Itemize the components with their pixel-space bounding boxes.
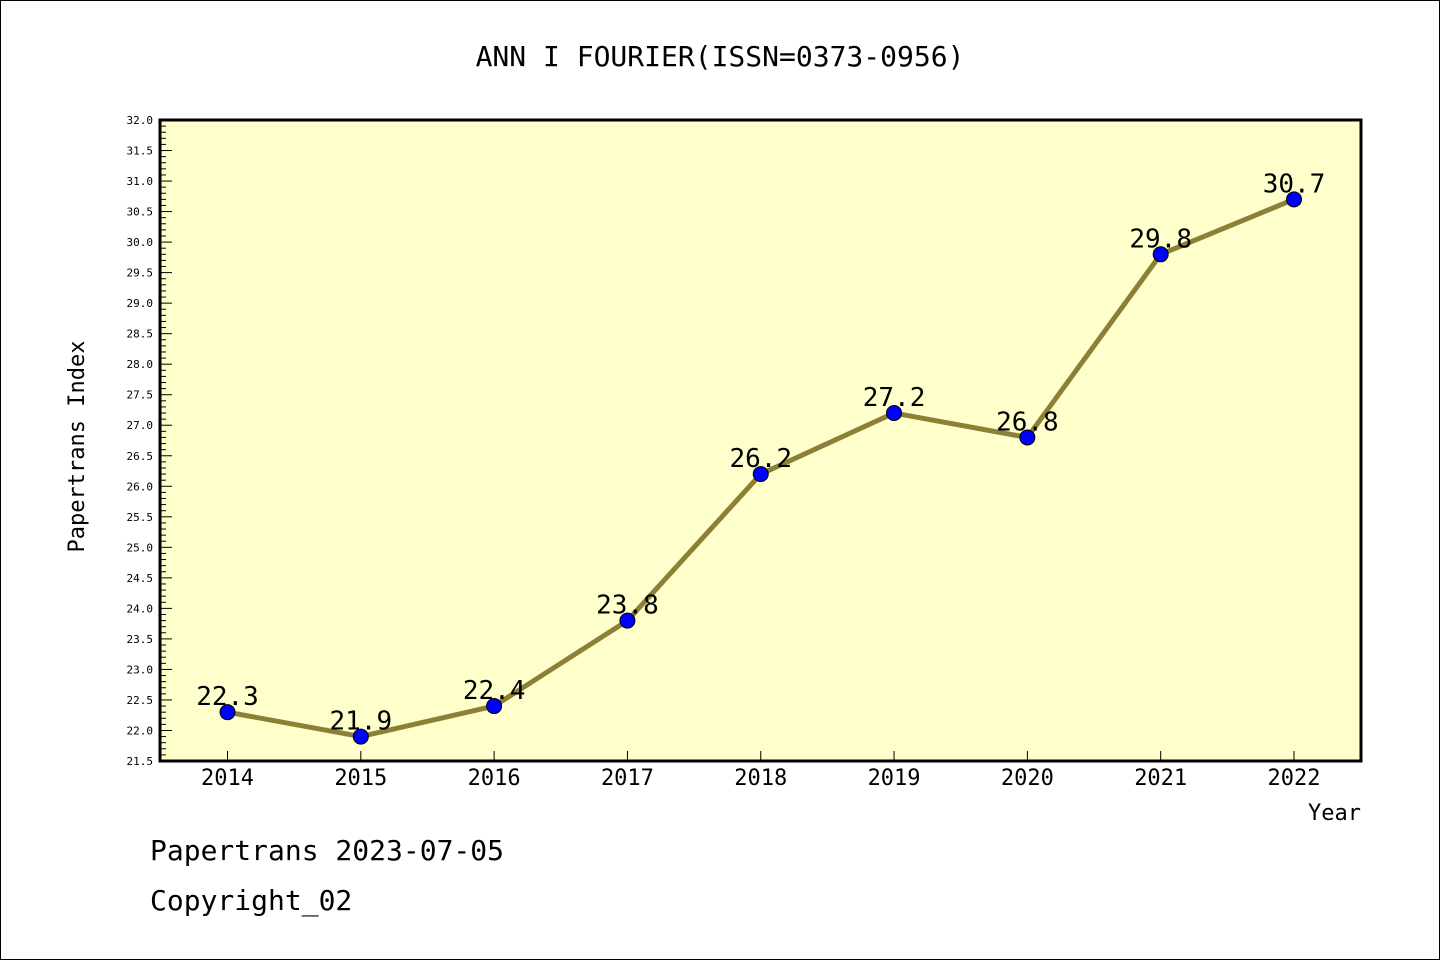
data-label: 22.4 [463, 676, 526, 706]
x-tick-label: 2020 [1001, 766, 1054, 791]
data-point [1286, 191, 1302, 208]
data-label: 27.2 [863, 383, 926, 413]
y-tick-label: 28.5 [127, 328, 154, 341]
plot-border [158, 118, 1363, 763]
chart-title: ANN I FOURIER(ISSN=0373-0956) [476, 40, 965, 73]
y-tick-label: 23.5 [127, 633, 154, 646]
x-axis-title: Year [1308, 801, 1361, 826]
x-tick-label: 2017 [601, 766, 654, 791]
y-tick-label: 30.0 [127, 236, 154, 249]
y-tick-label: 21.5 [127, 755, 154, 768]
data-label: 23.8 [596, 591, 659, 621]
data-point [619, 612, 636, 629]
x-tick-label: 2022 [1268, 766, 1321, 791]
y-axis: 21.5 22.0 22.5 23.0 23.5 24.0 24.5 25.0 25.5 26.0… [127, 114, 172, 768]
x-tick-label: 2021 [1134, 766, 1187, 791]
y-tick-label: 30.5 [127, 206, 154, 219]
data-point [1152, 246, 1169, 263]
y-tick-label: 29.5 [127, 267, 154, 280]
data-label: 26.8 [996, 407, 1059, 437]
y-tick-label: 27.5 [127, 389, 154, 402]
x-tick-label: 2015 [334, 766, 387, 791]
x-tick-label: 2014 [201, 766, 254, 791]
series-markers [219, 191, 1302, 745]
y-tick-label: 25.5 [127, 511, 154, 524]
y-tick-label: 22.5 [127, 694, 154, 707]
plot-area [160, 120, 1361, 761]
footer-date: Papertrans 2023-07-05 [150, 834, 505, 867]
y-tick-label: 31.0 [127, 175, 154, 188]
data-point [886, 405, 903, 422]
data-label: 22.3 [196, 682, 259, 712]
data-point [352, 728, 369, 745]
x-axis: 2014 2015 2016 2017 2018 2019 2020 2021 2022 [201, 751, 1320, 791]
data-label: 30.7 [1263, 169, 1326, 199]
data-label: 29.8 [1129, 224, 1192, 254]
data-point [219, 704, 236, 721]
y-tick-label: 27.0 [127, 419, 154, 432]
data-label: 21.9 [330, 707, 393, 737]
y-tick-label: 25.0 [127, 541, 154, 554]
y-tick-label: 31.5 [127, 145, 154, 158]
y-tick-label: 24.5 [127, 572, 154, 585]
y-tick-label: 29.0 [127, 297, 154, 310]
data-point [1019, 429, 1036, 446]
y-tick-label: 32.0 [127, 114, 154, 127]
y-tick-label: 28.0 [127, 358, 154, 371]
x-tick-label: 2018 [734, 766, 787, 791]
data-point [752, 466, 769, 483]
x-tick-label: 2016 [468, 766, 521, 791]
y-tick-label: 24.0 [127, 602, 154, 615]
y-tick-label: 26.5 [127, 450, 154, 463]
footer-copyright: Copyright_02 [150, 884, 353, 917]
data-point [486, 698, 503, 715]
data-label: 26.2 [729, 444, 792, 474]
x-tick-label: 2019 [868, 766, 921, 791]
y-tick-label: 22.0 [127, 724, 154, 737]
y-tick-label: 23.0 [127, 663, 154, 676]
data-labels: 22.3 21.9 22.4 23.8 26.2 27.2 26.8 29.8 30.7 [196, 169, 1325, 736]
y-tick-label: 26.0 [127, 480, 154, 493]
y-axis-title: Papertrans Index [65, 341, 90, 553]
